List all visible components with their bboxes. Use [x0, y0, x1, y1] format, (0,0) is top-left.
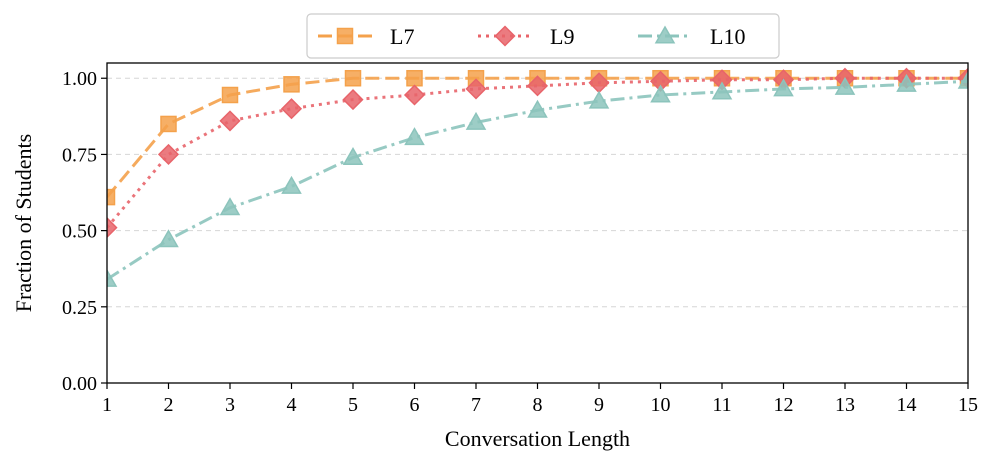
data-point-l10 [281, 175, 302, 194]
x-tick-label: 10 [651, 394, 671, 416]
y-tick-label: 0.00 [62, 373, 97, 395]
x-tick-label: 13 [835, 394, 855, 416]
data-point-l10 [465, 111, 487, 130]
y-axis-ticks: 0.00 0.25 0.50 0.75 1.00 [62, 68, 107, 395]
x-tick-label: 14 [897, 394, 917, 416]
legend-label: L9 [550, 24, 574, 49]
data-point-l9 [280, 98, 303, 120]
y-axis-label: Fraction of Students [11, 134, 36, 312]
legend-entry-l9: L9 [478, 24, 574, 49]
x-tick-label: 7 [471, 394, 481, 416]
x-axis-label: Conversation Length [445, 426, 630, 451]
y-tick-label: 0.75 [62, 144, 97, 166]
y-tick-label: 0.25 [62, 297, 97, 319]
x-tick-label: 9 [594, 394, 604, 416]
x-tick-label: 1 [102, 394, 112, 416]
x-tick-label: 6 [410, 394, 420, 416]
x-tick-label: 5 [348, 394, 358, 416]
data-point-l10 [342, 146, 364, 165]
data-point-l9 [526, 75, 549, 97]
data-point-l10 [834, 76, 856, 95]
data-point-l7 [283, 76, 300, 93]
y-tick-label: 0.50 [62, 221, 97, 243]
data-point-l7 [406, 69, 423, 87]
x-axis-ticks: 1 2 3 4 5 6 7 8 9 10 11 12 13 14 15 [102, 383, 978, 416]
data-point-l10 [650, 84, 671, 103]
data-point-l10 [957, 70, 968, 89]
data-point-l9 [403, 84, 426, 106]
data-point-l7 [107, 188, 116, 206]
x-tick-label: 15 [958, 394, 978, 416]
x-tick-label: 8 [533, 394, 543, 416]
legend-box [306, 13, 780, 59]
data-point-l10 [896, 73, 917, 92]
legend-label: L7 [390, 24, 414, 49]
data-point-l10 [588, 90, 610, 109]
data-point-l10 [404, 127, 425, 146]
series-layer [107, 67, 968, 287]
data-point-l7 [221, 86, 239, 104]
series-line-l9 [107, 76, 968, 229]
legend-marker [336, 27, 354, 45]
data-point-l10 [107, 268, 118, 287]
x-tick-label: 3 [225, 394, 235, 416]
data-point-l10 [527, 99, 548, 118]
data-point-l9 [342, 89, 364, 111]
x-tick-label: 2 [164, 394, 174, 416]
legend-marker [494, 25, 516, 47]
data-point-l7 [344, 69, 362, 87]
x-tick-label: 11 [712, 394, 731, 416]
legend-label: L10 [710, 24, 745, 49]
data-point-l10 [711, 81, 733, 100]
x-tick-label: 12 [774, 394, 794, 416]
data-point-l7 [160, 115, 177, 133]
legend-entry-l7: L7 [318, 24, 414, 49]
legend-marker [654, 25, 676, 44]
legend: L7 L9 L10 [306, 13, 780, 59]
data-point-l10 [773, 78, 794, 97]
data-point-l9 [157, 143, 180, 165]
y-tick-label: 1.00 [62, 68, 97, 90]
x-tick-label: 4 [287, 394, 297, 416]
legend-entry-l10: L10 [638, 24, 745, 49]
data-point-l9 [107, 217, 118, 239]
data-point-l9 [219, 110, 241, 132]
data-point-l10 [219, 197, 241, 216]
data-point-l10 [158, 229, 179, 248]
data-point-l9 [465, 78, 487, 100]
series-l10 [107, 70, 968, 287]
